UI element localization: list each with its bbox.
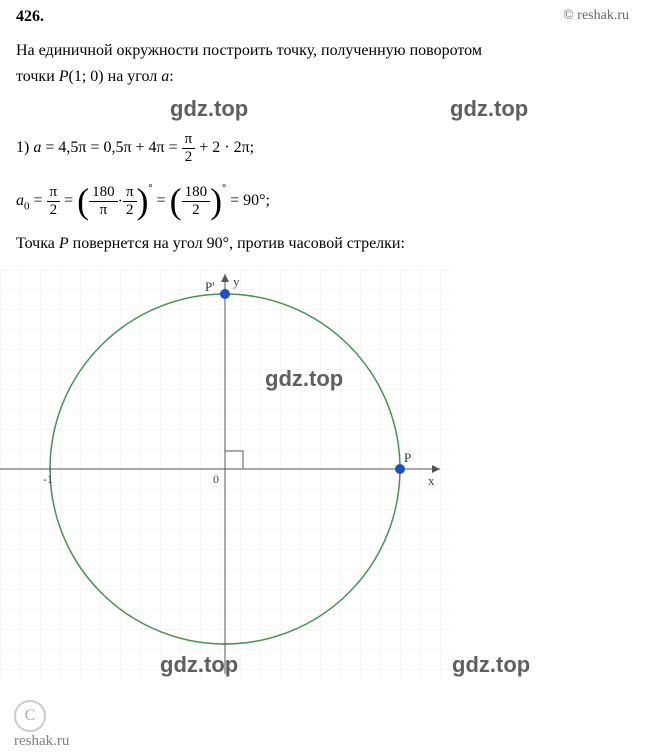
colon: :	[169, 68, 173, 85]
paren1: (180π · π2)	[77, 184, 148, 219]
problem-line2-prefix: точки	[16, 68, 59, 85]
frac-pi-2b: π2	[47, 184, 61, 219]
problem-line1: На единичной окружности построить точку,…	[16, 42, 482, 59]
part-label: 1)	[16, 139, 33, 156]
watermark: gdz.top	[452, 652, 530, 678]
point-coords: (1; 0)	[69, 68, 104, 85]
problem-statement: На единичной окружности построить точку,…	[0, 30, 645, 97]
eq1-body: = 4,5π = 0,5π + 4π =	[41, 139, 181, 156]
conclusion: Точка P повернется на угол 90°, против ч…	[0, 225, 645, 265]
watermark: gdz.top	[450, 96, 528, 122]
deg1: °	[149, 183, 153, 194]
watermark: gdz.top	[170, 96, 248, 122]
copyright-circle: C	[14, 700, 46, 732]
P-prime-label: P'	[205, 279, 215, 294]
eq: =	[30, 192, 47, 209]
concl-suffix: повернется на угол 90°, против часовой с…	[69, 235, 405, 252]
point-P-prime-marker	[220, 289, 230, 299]
frac-pi-2: π2	[182, 131, 196, 166]
equation-2: a0 = π2 = (180π · π2)° = (1802)° = 90°;	[0, 178, 645, 225]
problem-number: 426.	[16, 8, 44, 26]
minus1-label: -1	[43, 472, 53, 486]
paren2: (1802)	[170, 184, 223, 219]
origin-label: 0	[213, 472, 219, 486]
y-label: y	[233, 274, 240, 289]
problem-line2-suffix: на угол	[104, 68, 162, 85]
unit-circle-chart: y x 0 -1 P P'	[0, 269, 450, 669]
eq2: =	[60, 192, 77, 209]
equation-1: 1) a = 4,5π = 0,5π + 4π = π2 + 2 · 2π;	[0, 125, 645, 172]
chart-svg: y x 0 -1 P P'	[0, 269, 450, 679]
concl-prefix: Точка	[16, 235, 59, 252]
point-P-marker	[395, 464, 405, 474]
copyright: © reshak.ru	[563, 8, 629, 26]
concl-P: P	[59, 235, 69, 252]
eq4: = 90°;	[226, 192, 270, 209]
x-label: x	[428, 473, 435, 488]
P-label: P	[404, 450, 411, 465]
point-P: P	[59, 68, 69, 85]
eq1-suffix: + 2 · 2π;	[195, 139, 254, 156]
deg2: °	[222, 183, 226, 194]
a0: a	[16, 192, 24, 209]
footer-watermark: reshak.ru	[14, 733, 69, 750]
eq3: =	[153, 192, 170, 209]
